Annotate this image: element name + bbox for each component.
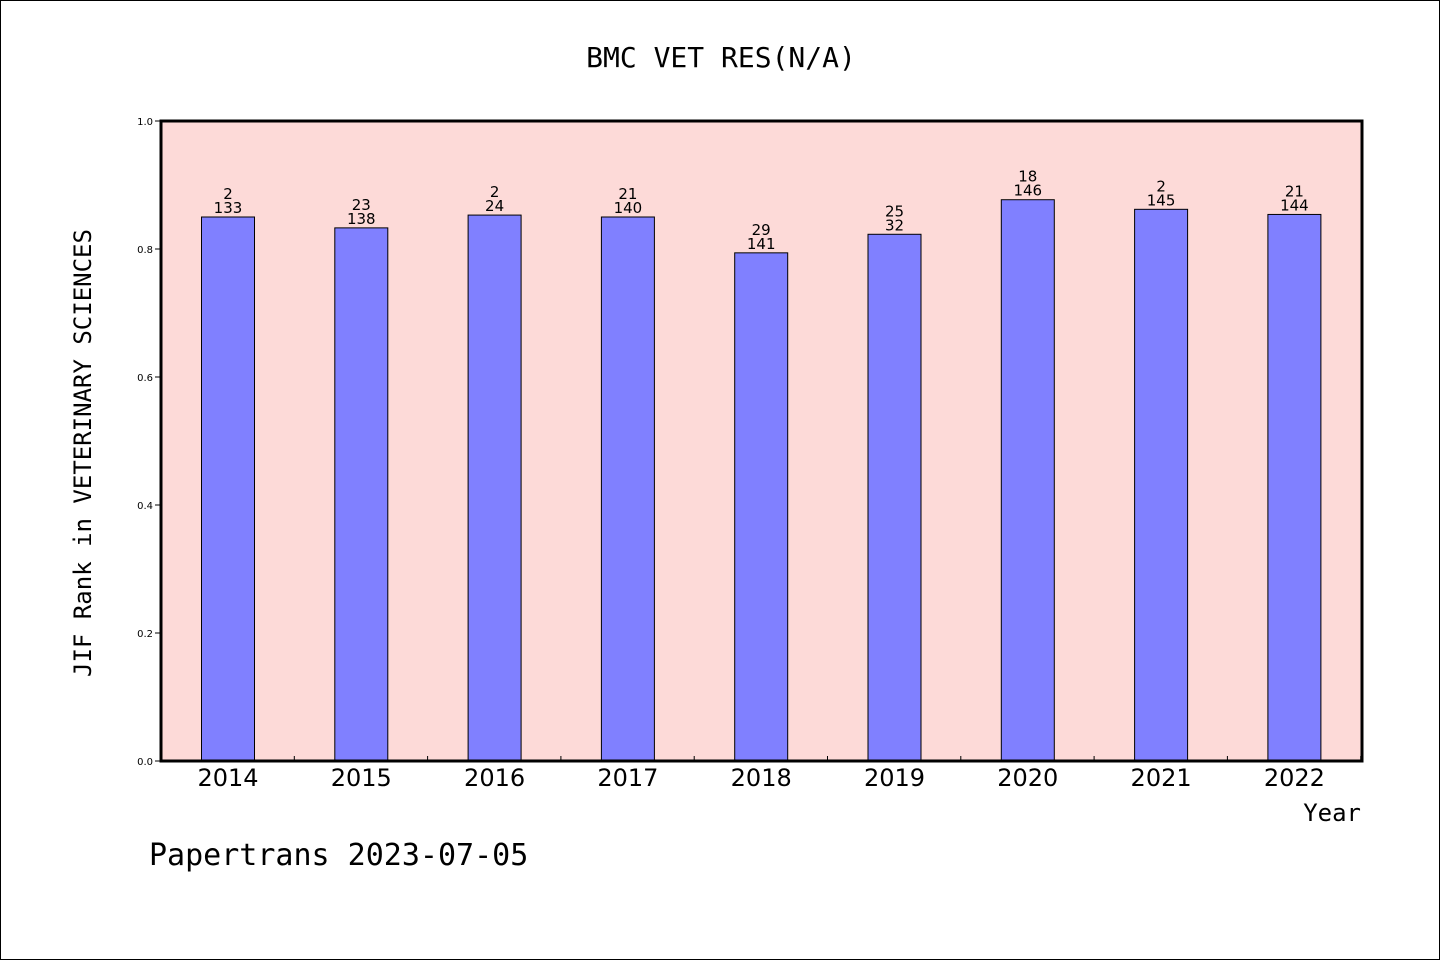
bar-2018	[734, 252, 789, 762]
bar-2021	[1134, 208, 1189, 762]
x-tick-label-2020: 2020	[997, 764, 1058, 792]
x-tick-label-2015: 2015	[331, 764, 392, 792]
y-axis-label: JIF Rank in VETERINARY SCIENCES	[69, 229, 97, 677]
rank-label-2021: 2	[1156, 177, 1166, 195]
axis-ticks: 2014 2015 2016 2017 2018 2019 2020 2021 2022 0.0 0…	[137, 117, 1362, 792]
rank-label-2014: 2	[223, 185, 233, 203]
total-label-2017: 140	[614, 199, 643, 217]
y-tick-label-0.4: 0.4	[137, 501, 153, 512]
bar-2014	[201, 216, 255, 762]
total-label-2018: 141	[747, 235, 776, 253]
bar-2022	[1267, 213, 1322, 762]
y-tick-label-0.6: 0.6	[137, 373, 153, 384]
bar-2016	[467, 214, 522, 762]
x-tick-label-2017: 2017	[597, 764, 658, 792]
bar-2019	[867, 233, 922, 762]
y-tick-label-0.0: 0.0	[137, 757, 153, 768]
x-tick-label-2019: 2019	[864, 764, 925, 792]
total-label-2022: 144	[1280, 196, 1309, 214]
rank-label-2018: 29	[752, 221, 771, 239]
y-tick-label-0.2: 0.2	[137, 629, 153, 640]
rank-label-2016: 2	[490, 183, 500, 201]
total-label-2019: 32	[885, 216, 904, 234]
bar-2020	[1000, 199, 1055, 762]
footer-watermark: Papertrans 2023-07-05	[149, 838, 528, 873]
rank-label-2019: 25	[885, 202, 904, 220]
x-tick-label-2016: 2016	[464, 764, 525, 792]
total-label-2020: 146	[1013, 182, 1042, 200]
chart-title: BMC VET RES(N/A)	[586, 41, 856, 74]
bar-2017	[600, 216, 655, 762]
total-label-2015: 138	[347, 210, 376, 228]
total-label-2014: 133	[214, 199, 243, 217]
x-tick-label-2021: 2021	[1131, 764, 1192, 792]
y-tick-label-0.8: 0.8	[137, 245, 153, 256]
x-tick-label-2018: 2018	[731, 764, 792, 792]
x-tick-label-2014: 2014	[197, 764, 258, 792]
y-tick-label-1.0: 1.0	[137, 117, 153, 128]
bars-group	[201, 199, 1322, 762]
rank-label-2017: 21	[618, 185, 637, 203]
total-label-2016: 24	[485, 197, 504, 215]
x-axis-label: Year	[1303, 799, 1361, 827]
rank-label-2022: 21	[1285, 182, 1304, 200]
plot-border	[159, 119, 1364, 763]
total-label-2021: 145	[1147, 191, 1176, 209]
bar-2015	[334, 227, 389, 762]
rank-label-2015: 23	[352, 196, 371, 214]
x-tick-label-2022: 2022	[1264, 764, 1325, 792]
rank-label-2020: 18	[1018, 168, 1037, 186]
